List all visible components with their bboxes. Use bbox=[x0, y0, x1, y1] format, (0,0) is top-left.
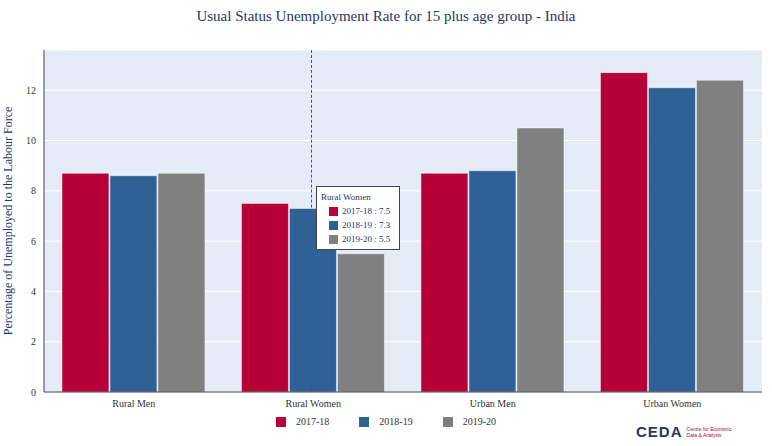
svg-text:8: 8 bbox=[31, 185, 36, 196]
svg-text:Rural Men: Rural Men bbox=[112, 398, 155, 409]
svg-text:12: 12 bbox=[26, 85, 36, 96]
html-text:2019-20 : 5.5: 2019-20 : 5.5 bbox=[342, 234, 391, 244]
html-text:2017-18: 2017-18 bbox=[296, 416, 330, 427]
svg-text:0: 0 bbox=[31, 387, 36, 398]
html-text:2018-19 : 7.3: 2018-19 : 7.3 bbox=[342, 220, 391, 230]
html-text:2018-19: 2018-19 bbox=[379, 416, 413, 427]
html-text:Centre for Economic Data & Ana: Centre for Economic Data & Analysis bbox=[686, 425, 733, 438]
html-text:2019-20: 2019-20 bbox=[462, 416, 496, 427]
svg-text:Percentage of Unemployed to th: Percentage of Unemployed to the Labour F… bbox=[8, 107, 15, 336]
svg-text:Rural Women: Rural Women bbox=[286, 398, 341, 409]
svg-text:6: 6 bbox=[31, 236, 36, 247]
html-text:CEDA: CEDA bbox=[636, 423, 683, 440]
svg-text:2: 2 bbox=[31, 336, 36, 347]
html-text:2017-18 : 7.5: 2017-18 : 7.5 bbox=[342, 206, 391, 216]
svg-text:Urban Men: Urban Men bbox=[470, 398, 516, 409]
svg-text:Urban Women: Urban Women bbox=[643, 398, 701, 409]
svg-text:10: 10 bbox=[26, 135, 36, 146]
html-text:Usual Status Unemployment Rate: Usual Status Unemployment Rate for 15 pl… bbox=[196, 8, 576, 24]
svg-text:4: 4 bbox=[31, 286, 36, 297]
html-text:Rural Women: Rural Women bbox=[321, 192, 371, 202]
